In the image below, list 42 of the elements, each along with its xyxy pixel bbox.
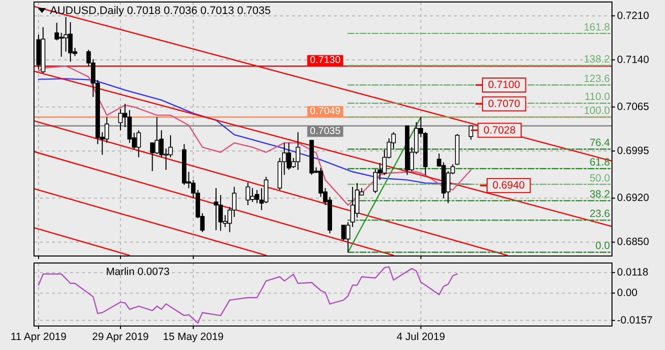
ref-line-label: 0.7049 bbox=[310, 106, 341, 118]
chart-title: Marlin 0.0073 bbox=[106, 266, 170, 278]
series-label: 0.0 bbox=[595, 240, 610, 252]
candlestick bbox=[168, 134, 173, 158]
series-label: 110.0 bbox=[584, 91, 610, 104]
x-tick-label: 11 Apr 2019 bbox=[10, 331, 67, 343]
annotation: 0.6940 bbox=[492, 180, 525, 192]
y-tick-label: 0.7140 bbox=[617, 54, 650, 66]
series-label: 123.6 bbox=[584, 72, 610, 85]
candlestick bbox=[373, 168, 378, 194]
annotation: 0.7100 bbox=[488, 78, 520, 91]
x-tick-label: 4 Jul 2019 bbox=[396, 331, 446, 343]
y-tick-label: -0.0157 bbox=[617, 314, 653, 326]
candlestick bbox=[246, 182, 250, 206]
y-tick-label: 0.6920 bbox=[617, 192, 650, 204]
series-label: 61.8 bbox=[590, 156, 610, 169]
series-label: 76.4 bbox=[590, 137, 610, 150]
x-tick-label: 15 May 2019 bbox=[162, 331, 224, 343]
annotation: 0.7028 bbox=[483, 124, 516, 136]
candlestick bbox=[264, 176, 268, 204]
line-series bbox=[38, 266, 458, 324]
candlestick bbox=[136, 130, 141, 158]
ref-line-label: 0.7130 bbox=[310, 55, 341, 66]
series-label: 50.0 bbox=[590, 172, 610, 184]
ref-line-label: 0.7035 bbox=[310, 126, 341, 137]
series-label: 38.2 bbox=[590, 188, 610, 201]
series-label: 100.0 bbox=[584, 105, 610, 118]
candlestick bbox=[468, 124, 474, 140]
chart-title: AUDUSD,Daily 0.7018 0.7036 0.7013 0.7035 bbox=[50, 5, 271, 17]
candlestick bbox=[150, 142, 155, 172]
y-tick-label: 0.7210 bbox=[617, 10, 650, 22]
y-tick-label: 0.6995 bbox=[617, 145, 650, 158]
series-label: 23.6 bbox=[590, 208, 610, 220]
y-tick-label: 0.0118 bbox=[617, 266, 648, 279]
series-label: 161.8 bbox=[584, 21, 610, 34]
series-label: 138.2 bbox=[584, 54, 610, 66]
line-series bbox=[38, 66, 472, 206]
y-tick-label: 0.6850 bbox=[617, 236, 650, 248]
annotation: 0.7070 bbox=[488, 98, 520, 110]
y-tick-label: 0.7065 bbox=[617, 100, 650, 113]
x-tick-label: 29 Apr 2019 bbox=[92, 331, 149, 343]
y-tick-label: 0.00 bbox=[617, 287, 638, 300]
